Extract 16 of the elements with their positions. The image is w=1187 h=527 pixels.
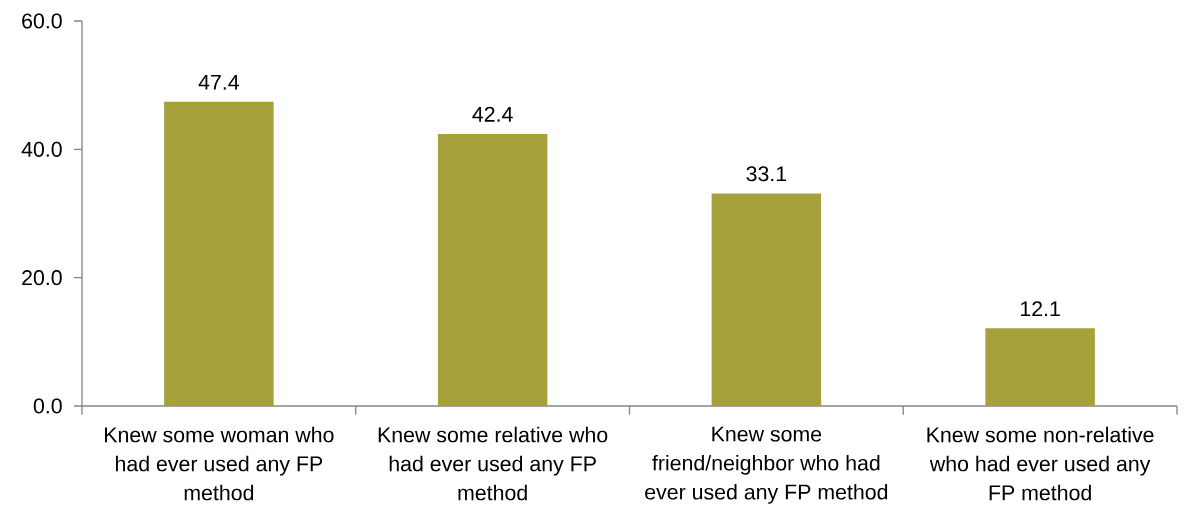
data-label: 33.1 xyxy=(746,166,787,182)
x-tick-label: Knew some relative who had ever used any FP method xyxy=(378,426,608,501)
bar xyxy=(985,328,1095,406)
x-tick-label: Knew some non-relative who had ever used any FP method xyxy=(927,426,1154,501)
y-tick-label: 20.0 xyxy=(22,270,62,286)
data-label: 12.1 xyxy=(1021,301,1060,317)
bar xyxy=(711,193,822,406)
bar xyxy=(437,133,548,406)
data-label: 47.4 xyxy=(198,74,240,90)
x-tick-label: Knew some woman who had ever used any FP method xyxy=(105,426,334,501)
data-label: 42.4 xyxy=(472,106,513,122)
x-tick-label: Knew some friend/neighbor who had ever used any FP method xyxy=(645,426,888,504)
y-tick-label: 60.0 xyxy=(22,13,62,29)
y-tick-label: 40.0 xyxy=(21,141,62,157)
y-tick-label: 0.0 xyxy=(33,398,62,414)
bar xyxy=(164,101,274,406)
